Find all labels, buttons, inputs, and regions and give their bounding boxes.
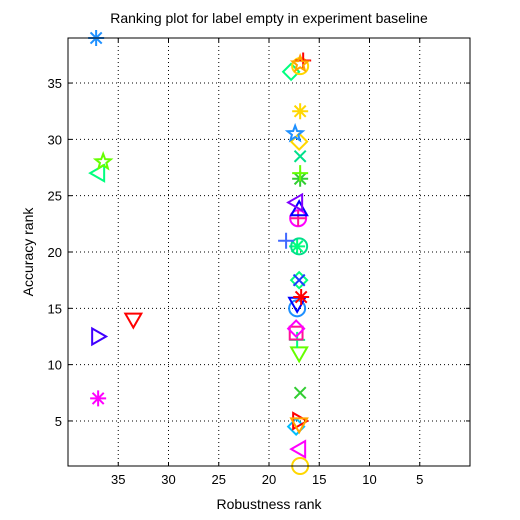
data-point-plus — [292, 165, 309, 182]
x-tick-label: 5 — [416, 472, 423, 487]
data-point-triangle-left — [289, 439, 307, 459]
data-point-x — [293, 149, 307, 163]
x-tick-label: 20 — [262, 472, 276, 487]
y-tick-label: 20 — [48, 245, 62, 260]
y-tick-label: 30 — [48, 132, 62, 147]
data-point-square — [288, 325, 304, 341]
data-point-triangle-right — [91, 326, 109, 347]
data-point-plus — [290, 210, 307, 227]
chart-title: Ranking plot for label empty in experime… — [110, 10, 428, 26]
data-point-triangle-down — [289, 346, 309, 364]
data-point-triangle-left — [88, 163, 106, 183]
data-point-circle — [290, 237, 309, 256]
data-point-pentagram — [289, 53, 311, 73]
x-axis-title: Robustness rank — [216, 496, 322, 512]
y-axis-ticks: 5 10 15 20 25 30 35 — [48, 76, 470, 429]
x-axis-ticks: 35 30 25 20 15 10 5 — [111, 38, 423, 487]
data-point-asterisk — [292, 103, 309, 120]
data-point-plus — [278, 232, 295, 249]
data-point-asterisk — [90, 390, 107, 407]
data-point-triangle-left — [286, 192, 304, 213]
data-point-asterisk — [289, 238, 306, 255]
data-point-pentagram — [284, 122, 306, 143]
y-tick-label: 5 — [55, 414, 62, 429]
y-tick-label: 15 — [48, 301, 62, 316]
grid-lines — [68, 38, 470, 466]
data-point-triangle-up — [289, 199, 309, 217]
x-tick-label: 35 — [111, 472, 125, 487]
data-point-diamond — [289, 270, 309, 290]
data-point-x — [293, 386, 307, 400]
y-tick-label: 25 — [48, 189, 62, 204]
data-point-x — [292, 273, 306, 287]
data-point-triangle-down — [123, 312, 144, 330]
y-tick-label: 35 — [48, 76, 62, 91]
x-tick-label: 30 — [161, 472, 175, 487]
data-point-diamond — [286, 319, 306, 339]
x-tick-label: 25 — [212, 472, 226, 487]
data-point-triangle-down — [289, 417, 309, 435]
y-axis-title: Accuracy rank — [20, 207, 36, 297]
data-point-pentagram — [92, 151, 114, 171]
x-tick-label: 15 — [312, 472, 326, 487]
y-tick-label: 10 — [48, 358, 62, 373]
data-point-asterisk — [293, 289, 310, 306]
x-tick-label: 10 — [362, 472, 376, 487]
